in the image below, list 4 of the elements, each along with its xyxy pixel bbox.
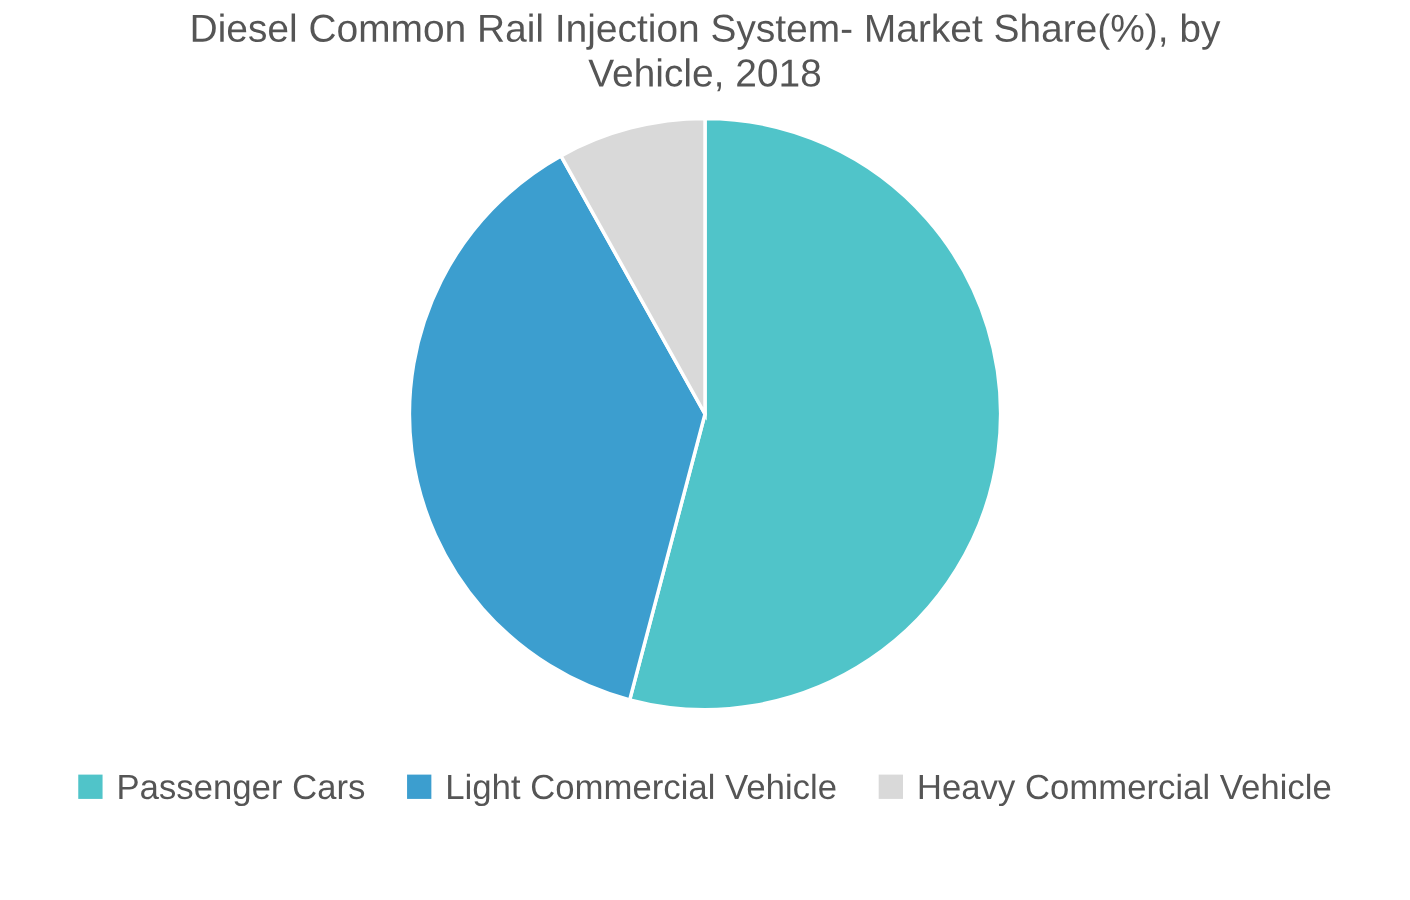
chart-title: Diesel Common Rail Injection System- Market Share(%), by Vehicle, 2018 — [192, 13, 1221, 92]
legend-label: Passenger Cars — [119, 774, 365, 807]
legend-label: Heavy Commercial Vehicle — [919, 773, 1331, 807]
legend-label: Light Commercial Vehicle — [448, 773, 836, 807]
